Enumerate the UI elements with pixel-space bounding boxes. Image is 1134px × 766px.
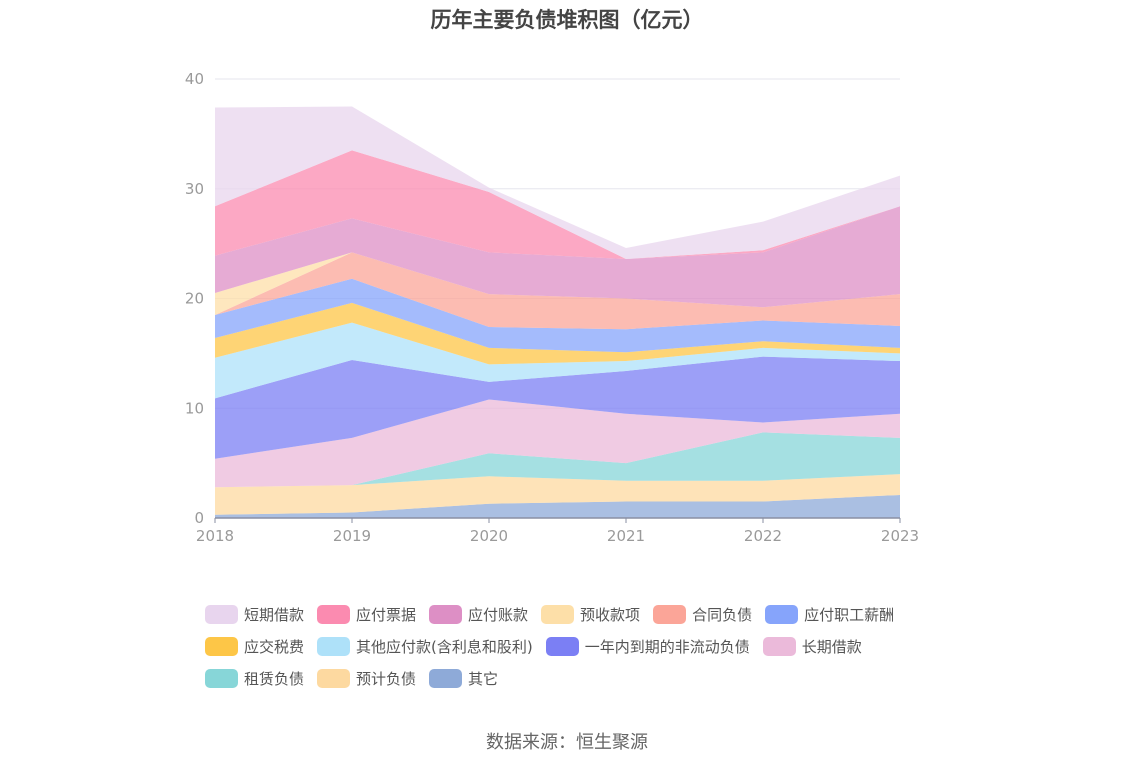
legend-label: 应交税费 bbox=[244, 637, 305, 656]
legend-item[interactable]: 预收款项 bbox=[541, 604, 640, 625]
x-tick-label: 2018 bbox=[196, 527, 234, 545]
area-合同负债[interactable] bbox=[215, 252, 900, 330]
area-series bbox=[215, 106, 900, 518]
y-tick-label: 10 bbox=[185, 399, 204, 417]
legend-swatch bbox=[317, 636, 351, 656]
legend-row: 短期借款 应付票据 应付账款 预收款项 合同负债 应付职工薪酬 bbox=[205, 598, 965, 630]
legend-item[interactable]: 应付职工薪酬 bbox=[765, 604, 894, 625]
legend-label: 预计负债 bbox=[356, 669, 417, 688]
legend-label: 应付账款 bbox=[468, 605, 529, 624]
area-应付账款[interactable] bbox=[215, 206, 900, 308]
chart-title: 历年主要负债堆积图（亿元） bbox=[430, 8, 704, 32]
legend-swatch bbox=[762, 636, 796, 656]
legend-item[interactable]: 一年内到期的非流动负债 bbox=[545, 636, 750, 657]
area-租赁负债[interactable] bbox=[215, 432, 900, 488]
area-长期借款[interactable] bbox=[215, 399, 900, 488]
legend-item[interactable]: 其他应付款(含利息和股利) bbox=[317, 636, 533, 657]
area-其他应付款(含利息和股利)[interactable] bbox=[215, 322, 900, 399]
legend-label: 其他应付款(含利息和股利) bbox=[356, 637, 533, 656]
legend-item[interactable]: 应付票据 bbox=[317, 604, 416, 625]
legend-item[interactable]: 租赁负债 bbox=[205, 668, 304, 689]
area-应付职工薪酬[interactable] bbox=[215, 278, 900, 353]
legend-swatch bbox=[653, 604, 687, 624]
area-预计负债[interactable] bbox=[215, 474, 900, 515]
area-应交税费[interactable] bbox=[215, 302, 900, 365]
legend-label: 应付职工薪酬 bbox=[804, 605, 895, 624]
legend-item[interactable]: 合同负债 bbox=[653, 604, 752, 625]
legend-swatch bbox=[205, 636, 238, 656]
area-一年内到期的非流动负债[interactable] bbox=[215, 356, 900, 459]
area-其它[interactable] bbox=[215, 494, 900, 518]
area-应付票据[interactable] bbox=[215, 150, 900, 259]
x-tick-label: 2021 bbox=[607, 527, 645, 545]
legend-item[interactable]: 应交税费 bbox=[205, 636, 304, 657]
legend: 短期借款 应付票据 应付账款 预收款项 合同负债 应付职工薪酬应交税费 其他应付款(含利息和… bbox=[205, 598, 965, 694]
legend-swatch bbox=[545, 636, 579, 656]
x-tick-label: 2020 bbox=[470, 527, 508, 545]
legend-item[interactable]: 应付账款 bbox=[429, 604, 528, 625]
legend-swatch bbox=[317, 668, 351, 688]
legend-swatch bbox=[205, 604, 238, 624]
legend-row: 应交税费 其他应付款(含利息和股利) 一年内到期的非流动负债 长期借款 bbox=[205, 630, 965, 662]
legend-item[interactable]: 长期借款 bbox=[762, 636, 862, 657]
legend-label: 一年内到期的非流动负债 bbox=[584, 637, 750, 656]
area-短期借款[interactable] bbox=[215, 106, 900, 259]
legend-swatch bbox=[541, 604, 575, 624]
x-tick-label: 2019 bbox=[333, 527, 371, 545]
legend-label: 短期借款 bbox=[244, 605, 305, 624]
x-tick-label: 2022 bbox=[744, 527, 782, 545]
legend-label: 合同负债 bbox=[692, 605, 753, 624]
legend-item[interactable]: 其它 bbox=[429, 668, 498, 689]
legend-swatch bbox=[765, 604, 799, 624]
y-tick-label: 20 bbox=[185, 290, 204, 308]
y-tick-label: 30 bbox=[185, 180, 204, 198]
y-tick-label: 0 bbox=[194, 509, 204, 527]
legend-item[interactable]: 预计负债 bbox=[317, 668, 416, 689]
legend-label: 其它 bbox=[468, 669, 499, 688]
x-tick-label: 2023 bbox=[881, 527, 919, 545]
data-source-note: 数据来源：恒生聚源 bbox=[486, 732, 648, 753]
legend-swatch bbox=[205, 668, 238, 688]
legend-swatch bbox=[429, 668, 463, 688]
legend-item[interactable]: 短期借款 bbox=[205, 604, 304, 625]
legend-swatch bbox=[429, 604, 463, 624]
legend-label: 应付票据 bbox=[356, 605, 417, 624]
y-tick-label: 40 bbox=[185, 70, 204, 88]
legend-row: 租赁负债 预计负债 其它 bbox=[205, 662, 965, 694]
legend-label: 长期借款 bbox=[801, 637, 862, 656]
legend-swatch bbox=[317, 604, 351, 624]
legend-label: 租赁负债 bbox=[244, 669, 305, 688]
legend-label: 预收款项 bbox=[580, 605, 641, 624]
axes: 0 10 20 30 40 2018 2019 2020 2021 2022 2023 bbox=[185, 70, 919, 545]
